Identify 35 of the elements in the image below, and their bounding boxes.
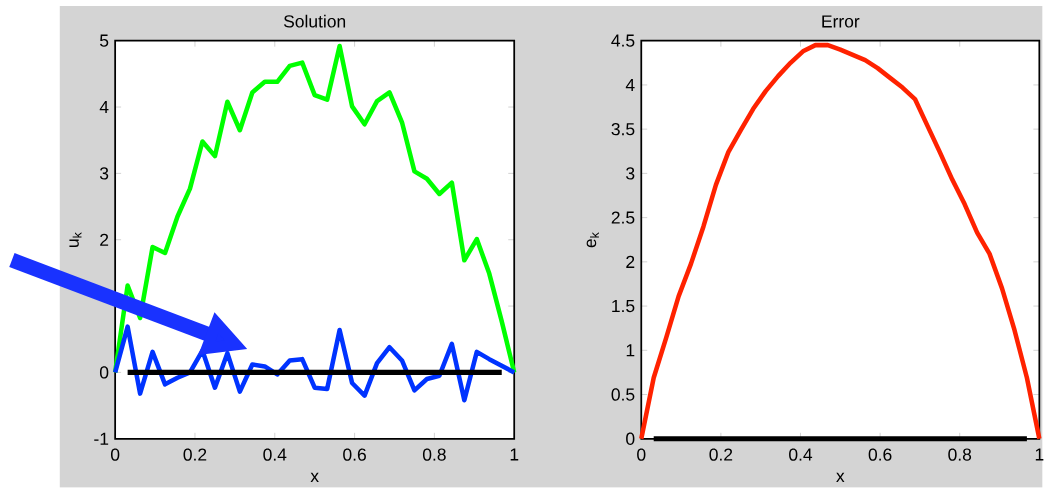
line-series bbox=[112, 43, 517, 375]
y-tick-label: -1 bbox=[94, 432, 109, 445]
x-tick-label: 0.8 bbox=[948, 448, 972, 461]
y-tick-label: 4.5 bbox=[611, 34, 635, 47]
x-tick-label: 0.6 bbox=[343, 448, 366, 461]
y-tick-label: 3.5 bbox=[611, 123, 635, 136]
x-tick-label: 1 bbox=[1035, 448, 1044, 461]
chart-title: Solution bbox=[283, 14, 346, 28]
x-axis-title: x bbox=[836, 472, 845, 483]
y-axis-title: u$_{k}$ bbox=[69, 232, 82, 248]
y-tick-label: 1 bbox=[626, 344, 635, 357]
x-tick-label: 0.8 bbox=[422, 448, 446, 461]
x-tick-label: 0 bbox=[110, 448, 120, 461]
y-tick-label: 2.5 bbox=[611, 211, 635, 224]
x-tick-label: 1 bbox=[510, 448, 519, 461]
x-tick-label: 0.4 bbox=[789, 448, 813, 461]
chart-title: Error bbox=[822, 15, 860, 28]
y-tick-label: 5 bbox=[100, 34, 109, 47]
y-tick-label: 1.5 bbox=[612, 300, 635, 313]
y-tick-label: 4 bbox=[99, 101, 109, 114]
y-tick-label: 4 bbox=[625, 79, 635, 92]
y-axis-title: e$_{k}$ bbox=[586, 232, 599, 248]
x-tick-label: 0.2 bbox=[183, 448, 207, 461]
y-tick-label: 0 bbox=[626, 432, 635, 446]
y-tick-label: 3 bbox=[99, 167, 109, 180]
x-tick-label: 0.6 bbox=[868, 448, 892, 461]
y-tick-label: 2 bbox=[626, 255, 635, 269]
y-tick-label: 0 bbox=[99, 366, 109, 379]
x-tick-label: 0 bbox=[637, 448, 646, 461]
x-tick-label: 0.4 bbox=[263, 448, 287, 461]
y-tick-label: 3 bbox=[626, 167, 635, 180]
x-axis-title: x bbox=[310, 472, 319, 483]
y-tick-label: 0.5 bbox=[611, 388, 635, 401]
y-tick-label: 2 bbox=[100, 233, 109, 246]
x-tick-label: 0.2 bbox=[709, 448, 733, 461]
